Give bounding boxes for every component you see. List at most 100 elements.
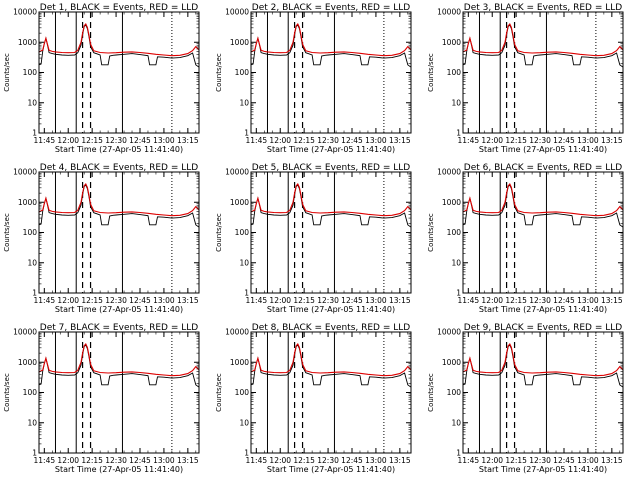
y-axis-label: Counts/sec [215, 53, 223, 92]
y-tick-label: 10 [451, 98, 461, 107]
x-tick-label: 13:15 [389, 456, 411, 465]
series-line-lld [462, 23, 624, 57]
x-tick-label: 12:45 [129, 456, 151, 465]
x-axis-label: Start Time (27-Apr-05 11:41:40) [55, 305, 183, 314]
x-tick-label: 12:15 [505, 456, 527, 465]
y-tick-label: 10000 [13, 328, 37, 337]
x-tick-label: 13:15 [601, 296, 623, 305]
series-line-events [38, 184, 200, 228]
y-tick-label: 1 [456, 289, 461, 298]
x-tick-label: 12:00 [269, 136, 291, 145]
x-tick-label: 11:45 [458, 296, 480, 305]
x-tick-label: 11:45 [246, 456, 268, 465]
plot-title: Det 5, BLACK = Events, RED = LLD [252, 163, 411, 173]
x-tick-label: 12:00 [481, 136, 503, 145]
x-tick-label: 12:15 [293, 296, 315, 305]
y-tick-label: 1000 [18, 198, 37, 207]
series-line-events [250, 184, 412, 228]
x-tick-label: 12:15 [505, 136, 527, 145]
x-tick-label: 12:00 [57, 136, 79, 145]
x-axis-label: Start Time (27-Apr-05 11:41:40) [479, 145, 607, 154]
series-line-events [462, 344, 624, 388]
x-tick-label: 13:15 [177, 456, 199, 465]
y-tick-label: 100 [447, 68, 462, 77]
x-tick-label: 11:45 [246, 296, 268, 305]
y-tick-label: 10 [27, 418, 37, 427]
x-tick-label: 12:15 [81, 296, 103, 305]
x-tick-label: 12:45 [341, 456, 363, 465]
x-tick-label: 12:30 [105, 456, 127, 465]
x-tick-label: 12:15 [293, 456, 315, 465]
plot-frame [462, 331, 624, 454]
plot-frame [38, 171, 200, 294]
series-line-lld [250, 343, 412, 377]
x-axis-label: Start Time (27-Apr-05 11:41:40) [267, 305, 395, 314]
y-tick-label: 100 [235, 68, 250, 77]
x-tick-label: 12:30 [529, 136, 551, 145]
y-tick-label: 1 [456, 449, 461, 458]
y-tick-label: 10 [27, 258, 37, 267]
y-tick-label: 1 [244, 129, 249, 138]
x-axis-label: Start Time (27-Apr-05 11:41:40) [479, 465, 607, 474]
plot-frame [38, 331, 200, 454]
x-tick-label: 12:30 [317, 296, 339, 305]
series-line-events [38, 24, 200, 68]
y-tick-label: 10000 [437, 328, 461, 337]
x-tick-label: 12:45 [553, 136, 575, 145]
x-tick-label: 12:15 [81, 136, 103, 145]
x-tick-label: 13:15 [177, 136, 199, 145]
x-tick-label: 12:00 [481, 296, 503, 305]
x-tick-label: 13:00 [365, 456, 387, 465]
y-tick-label: 100 [23, 68, 38, 77]
detector-panel-9: Det 9, BLACK = Events, RED = LLD 1 10 100 10… [427, 323, 624, 474]
detector-panel-2: Det 2, BLACK = Events, RED = LLD 1 10 100 10… [215, 3, 412, 154]
y-tick-label: 10 [451, 258, 461, 267]
x-tick-label: 12:45 [553, 296, 575, 305]
x-tick-label: 12:30 [105, 296, 127, 305]
plot-title: Det 8, BLACK = Events, RED = LLD [252, 323, 411, 333]
y-tick-label: 10000 [437, 8, 461, 17]
x-tick-label: 13:00 [577, 296, 599, 305]
series-line-lld [38, 23, 200, 57]
x-tick-label: 12:45 [341, 296, 363, 305]
x-tick-label: 13:00 [365, 296, 387, 305]
x-axis-label: Start Time (27-Apr-05 11:41:40) [479, 305, 607, 314]
y-tick-label: 10 [27, 98, 37, 107]
x-tick-label: 12:45 [129, 136, 151, 145]
plot-title: Det 3, BLACK = Events, RED = LLD [464, 3, 623, 13]
x-tick-label: 12:45 [553, 456, 575, 465]
y-tick-label: 1000 [18, 358, 37, 367]
x-tick-label: 12:00 [57, 456, 79, 465]
y-axis-label: Counts/sec [427, 373, 435, 412]
plot-frame [250, 11, 412, 134]
detector-panel-1: Det 1, BLACK = Events, RED = LLD 1 10 100 10… [3, 3, 200, 154]
x-tick-label: 12:00 [57, 296, 79, 305]
series-line-lld [38, 183, 200, 217]
series-line-lld [462, 343, 624, 377]
series-line-lld [462, 183, 624, 217]
x-tick-label: 11:45 [34, 296, 56, 305]
y-tick-label: 10000 [225, 168, 249, 177]
x-tick-label: 13:00 [153, 456, 175, 465]
x-axis-label: Start Time (27-Apr-05 11:41:40) [267, 465, 395, 474]
series-line-events [250, 24, 412, 68]
y-tick-label: 10 [239, 418, 249, 427]
x-tick-label: 12:15 [293, 136, 315, 145]
y-axis-label: Counts/sec [215, 213, 223, 252]
x-tick-label: 12:15 [505, 296, 527, 305]
x-tick-label: 11:45 [458, 456, 480, 465]
detector-panel-3: Det 3, BLACK = Events, RED = LLD 1 10 100 10… [427, 3, 624, 154]
x-tick-label: 12:30 [105, 136, 127, 145]
plot-title: Det 2, BLACK = Events, RED = LLD [252, 3, 411, 13]
y-tick-label: 1000 [442, 198, 461, 207]
y-tick-label: 1000 [230, 198, 249, 207]
y-tick-label: 1 [32, 289, 37, 298]
detector-panel-4: Det 4, BLACK = Events, RED = LLD 1 10 100 10… [3, 163, 200, 314]
y-tick-label: 100 [447, 388, 462, 397]
y-tick-label: 100 [447, 228, 462, 237]
x-tick-label: 13:15 [177, 296, 199, 305]
y-tick-label: 100 [23, 388, 38, 397]
x-tick-label: 12:30 [317, 456, 339, 465]
